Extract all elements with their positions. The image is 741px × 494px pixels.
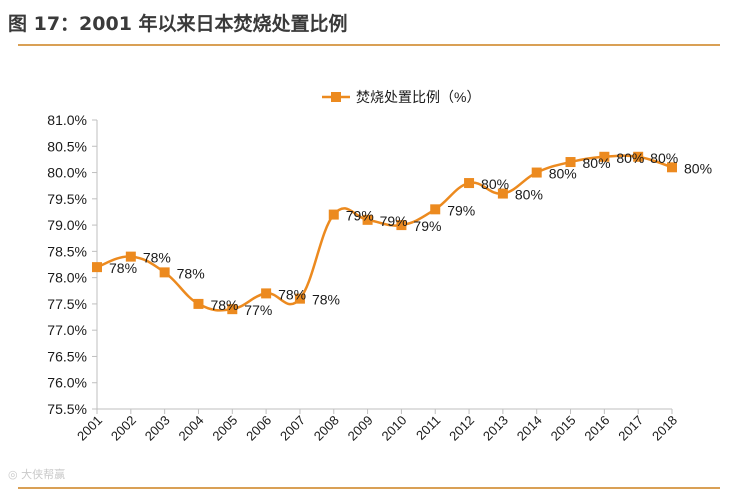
data-label: 78% (177, 265, 205, 281)
x-axis: 2001 2002 2003 2004 2005 2006 2007 2008 2009 2010… (74, 408, 680, 444)
data-label: 79% (447, 202, 475, 218)
y-tick-label: 76.5% (47, 348, 87, 364)
x-tick-label: 2017 (615, 413, 646, 444)
x-tick-label: 2014 (514, 413, 545, 444)
watermark-text: 大侠帮赢 (21, 468, 66, 481)
data-label: 78% (210, 297, 238, 313)
data-point (430, 204, 441, 215)
y-tick-label: 75.5% (47, 401, 87, 417)
x-tick-label: 2010 (378, 413, 409, 444)
data-label: 80% (515, 187, 543, 203)
x-tick-label: 2012 (446, 413, 477, 444)
watermark: ◎ 大侠帮赢 (8, 466, 65, 482)
y-tick-label: 77.0% (47, 322, 87, 338)
data-point (159, 267, 170, 278)
data-point (193, 298, 204, 309)
data-label: 79% (380, 213, 408, 229)
footer-divider (18, 487, 720, 489)
x-tick-label: 2002 (108, 413, 139, 444)
x-tick-label: 2018 (649, 413, 680, 444)
watermark-logo-icon: ◎ (8, 468, 18, 481)
x-tick-label: 2008 (311, 413, 342, 444)
data-label: 78% (312, 292, 340, 308)
series-line (96, 154, 673, 312)
data-label: 78% (109, 260, 137, 276)
y-tick-label: 80.5% (47, 138, 87, 154)
data-label: 80% (616, 150, 644, 166)
data-point (92, 262, 102, 273)
y-tick-label: 77.5% (47, 296, 87, 312)
x-tick-label: 2006 (243, 413, 274, 444)
y-tick-label: 78.5% (47, 243, 87, 259)
data-label: 78% (143, 250, 171, 266)
data-point (227, 304, 238, 315)
x-tick-label: 2001 (74, 413, 105, 444)
data-point (362, 214, 373, 225)
data-label: 80% (583, 155, 611, 171)
data-label: 80% (684, 160, 712, 176)
data-point (531, 167, 542, 178)
data-label: 80% (650, 150, 678, 166)
x-tick-label: 2005 (209, 413, 240, 444)
x-tick-label: 2009 (345, 413, 376, 444)
y-tick-label: 79.0% (47, 217, 87, 233)
x-tick-label: 2015 (548, 413, 579, 444)
legend: 焚烧处置比例（%） (322, 89, 480, 105)
data-point (667, 162, 677, 173)
x-tick-label: 2011 (413, 413, 443, 443)
title-divider (18, 44, 720, 46)
x-tick-label: 2016 (581, 413, 612, 444)
data-label: 77% (244, 302, 272, 318)
data-label: 79% (413, 218, 441, 234)
data-point (294, 293, 305, 304)
data-label: 80% (481, 176, 509, 192)
data-label: 80% (549, 166, 577, 182)
y-tick-label: 80.0% (47, 165, 87, 181)
y-tick-label: 76.0% (47, 375, 87, 391)
data-point (328, 209, 339, 220)
figure-title: 图 17：2001 年以来日本焚烧处置比例 (8, 13, 348, 35)
legend-label: 焚烧处置比例（%） (356, 89, 480, 105)
data-point (396, 220, 407, 231)
x-tick-label: 2003 (142, 413, 173, 444)
data-point (633, 151, 644, 162)
x-tick-label: 2013 (480, 413, 511, 444)
data-point (565, 157, 576, 168)
data-label: 78% (278, 286, 306, 302)
data-label: 79% (346, 208, 374, 224)
data-point (464, 178, 475, 189)
x-tick-label: 2004 (176, 413, 207, 444)
data-point (497, 188, 508, 199)
y-tick-label: 81.0% (47, 112, 87, 128)
y-axis: 75.5% 76.0% 76.5% 77.0% 77.5% 78.0% 78.5% 79.0%… (47, 112, 98, 417)
y-tick-label: 79.5% (47, 191, 87, 207)
data-point (125, 251, 136, 262)
y-tick-label: 78.0% (47, 270, 87, 286)
legend-marker-swatch (331, 92, 341, 102)
data-point (599, 151, 610, 162)
series-group: 78% 78% 78% 78% 77% 78% 78% 79% 79% 79% 79% 80% 80% 8… (92, 150, 712, 318)
data-point (261, 288, 272, 299)
x-tick-label: 2007 (277, 413, 308, 444)
